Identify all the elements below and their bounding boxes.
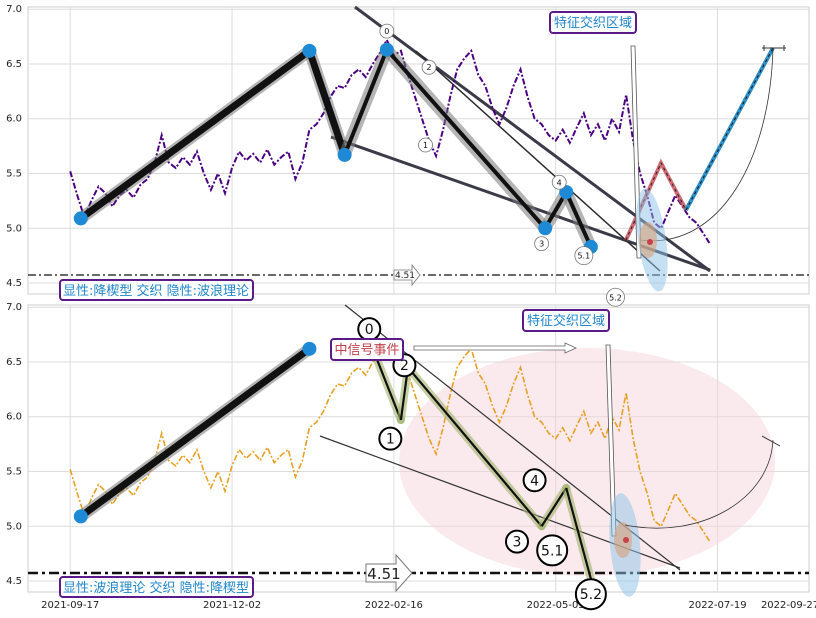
wave-label: 2 xyxy=(400,358,409,374)
top-forecast-blue-dash xyxy=(685,47,774,211)
y-tick-label: 5.0 xyxy=(6,223,22,234)
wave-label-circle xyxy=(574,578,607,611)
top-forecast-arc xyxy=(639,47,774,242)
bottom-forecast-arc xyxy=(624,439,774,529)
zigzag-segment xyxy=(77,47,313,222)
x-tick-labels: 2021-09-17 2021-12-02 2022-02-16 2022-05-05… xyxy=(41,600,816,611)
wave-label-circle xyxy=(574,246,594,266)
bottom-y-tick-labels: 4.5 5.0 5.5 6.0 6.5 7.0 xyxy=(6,302,22,587)
wave-label: 4 xyxy=(557,178,562,187)
top-forecast-red-dash xyxy=(625,161,687,241)
bottom-zigzag xyxy=(74,342,316,523)
top-forecast-bracket xyxy=(762,45,786,51)
zigzag-segment xyxy=(305,47,349,159)
bottom-level-value: 4.51 xyxy=(367,565,400,583)
wave-label-circle xyxy=(536,534,569,567)
top-target-dot xyxy=(647,239,653,245)
bottom-title-text: 特征交织区域 xyxy=(527,313,605,329)
wave-label: 3 xyxy=(539,240,544,249)
pivot-point xyxy=(73,211,88,226)
wave-labels: 0 1 2 3 4 5.1 5.2 0 1 2 3 4 5.1 5.2 xyxy=(357,23,625,611)
signal-box-text: 中信号事件 xyxy=(334,343,399,358)
wave-segment xyxy=(540,487,568,527)
bottom-legend-box xyxy=(59,576,254,598)
x-tick-label: 2022-05-05 xyxy=(527,600,585,611)
zigzag-segment xyxy=(342,47,389,157)
wave-label: 0 xyxy=(384,27,389,36)
pivot-point xyxy=(302,43,317,58)
y-tick-label: 4.5 xyxy=(6,576,22,587)
wave-label-circle xyxy=(522,468,547,493)
bottom-grid xyxy=(28,305,809,592)
wave-label: 1 xyxy=(386,432,395,448)
wave-label: 2 xyxy=(427,63,432,72)
wave-label: 5.2 xyxy=(609,293,622,302)
y-tick-label: 4.5 xyxy=(6,278,22,289)
top-wave-guide-line xyxy=(415,50,661,272)
wave-label-circle xyxy=(606,287,625,307)
y-tick-label: 6.0 xyxy=(6,412,22,423)
y-tick-label: 6.5 xyxy=(6,357,22,368)
pivot-point xyxy=(73,509,88,524)
top-title-box xyxy=(549,11,637,34)
top-plot-frame xyxy=(27,6,810,295)
pivot-point xyxy=(337,147,352,162)
top-level-value: 4.51 xyxy=(395,271,415,281)
wave-segment xyxy=(407,366,543,527)
wave-label: 5.1 xyxy=(541,543,563,559)
wave-segment xyxy=(565,487,592,580)
y-tick-label: 5.5 xyxy=(6,467,22,478)
zigzag-segment xyxy=(564,190,593,249)
y-tick-label: 6.0 xyxy=(6,114,22,125)
y-tick-label: 5.0 xyxy=(6,521,22,532)
interaction-zone-ellipse xyxy=(399,348,775,576)
x-tick-label: 2022-02-16 xyxy=(365,600,423,611)
y-tick-label: 7.0 xyxy=(6,4,22,15)
wave-label-circle xyxy=(505,529,530,554)
top-legend-text: 显性:降楔型 交织 隐性:波浪理论 xyxy=(63,283,249,299)
wave-label-circle xyxy=(378,426,403,451)
y-tick-label: 6.5 xyxy=(6,59,22,70)
wave-label-circle xyxy=(534,236,550,252)
top-title-text: 特征交织区域 xyxy=(554,15,632,31)
top-y-tick-labels: 4.5 5.0 5.5 6.0 6.5 7.0 xyxy=(6,4,22,289)
wave-label: 3 xyxy=(513,535,522,551)
wave-label: 4 xyxy=(530,473,539,489)
top-level-arrow xyxy=(393,263,421,287)
pivot-point xyxy=(538,221,553,236)
bottom-forecast-bracket xyxy=(761,435,781,447)
wave-label-circle xyxy=(418,137,433,153)
signal-box xyxy=(330,338,404,361)
x-tick-label: 2022-07-19 xyxy=(688,600,746,611)
signal-arrow xyxy=(413,342,577,354)
bottom-level-arrow xyxy=(365,553,413,593)
top-zigzag xyxy=(74,43,597,253)
bottom-target-dot xyxy=(623,537,629,543)
zigzag-segment xyxy=(384,47,548,231)
pivot-point xyxy=(379,42,394,57)
bottom-wave-path xyxy=(368,344,595,583)
zigzag-segment xyxy=(77,345,313,520)
x-tick-label: 2022-09-27 xyxy=(761,600,816,611)
y-tick-label: 5.5 xyxy=(6,169,22,180)
top-legend-box xyxy=(59,279,254,301)
pivot-point xyxy=(302,341,317,356)
bottom-legend-text: 显性:波浪理论 交织 隐性:降楔型 xyxy=(63,580,249,596)
wave-label: 5.1 xyxy=(577,252,590,261)
wave-label: 1 xyxy=(423,141,428,150)
wave-label-circle xyxy=(379,23,395,39)
x-tick-label: 2021-09-17 xyxy=(41,600,99,611)
wave-label-circle xyxy=(421,59,437,75)
y-tick-label: 7.0 xyxy=(6,302,22,313)
wave-label: 5.2 xyxy=(580,587,602,603)
wave-label: 0 xyxy=(365,322,374,338)
bottom-title-box xyxy=(522,309,610,332)
x-tick-label: 2021-12-02 xyxy=(203,600,261,611)
wave-label-circle xyxy=(551,174,567,190)
